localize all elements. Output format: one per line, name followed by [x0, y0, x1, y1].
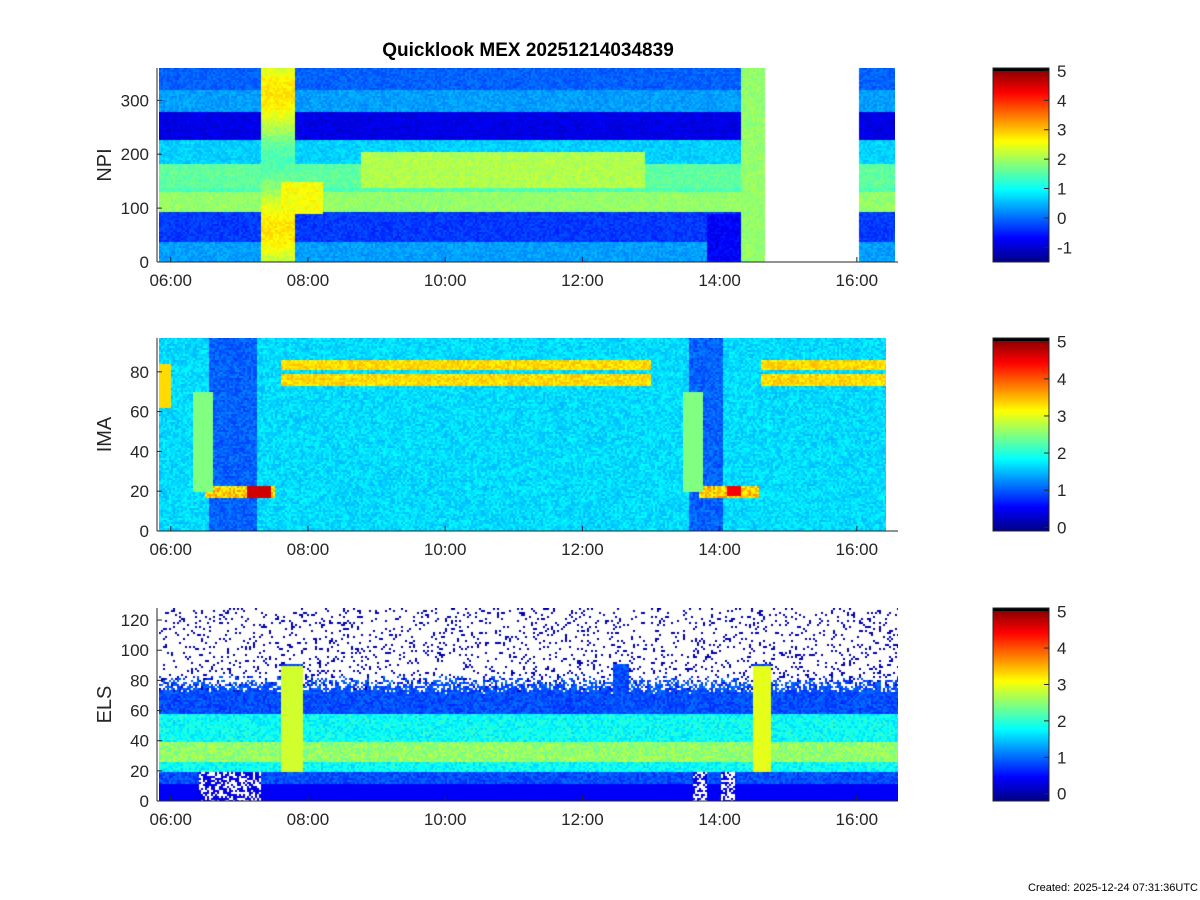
x-tick-label: 06:00	[149, 540, 192, 559]
colorbar-tick-label: 3	[1057, 407, 1066, 426]
colorbar-tick-label: 5	[1057, 603, 1066, 622]
colorbar-npi: -1 0 1 2 3 4 5	[992, 62, 1072, 263]
y-axis-label: ELS	[94, 686, 116, 724]
colorbar-tick-label: 1	[1057, 180, 1066, 199]
y-tick-label: 40	[130, 732, 149, 751]
y-tick-label: 100	[121, 641, 149, 660]
colorbar-frame	[992, 67, 1050, 263]
x-tick-label: 10:00	[424, 810, 467, 829]
colorbar-tick-label: 4	[1057, 639, 1066, 658]
colorbar-top-cap	[993, 338, 1049, 341]
x-tick-label: 08:00	[287, 540, 330, 559]
heatmap-npi	[159, 68, 895, 262]
y-tick-label: 60	[130, 403, 149, 422]
y-tick-label: 120	[121, 611, 149, 630]
x-tick-label: 08:00	[287, 271, 330, 290]
x-tick-label: 14:00	[698, 271, 741, 290]
created-timestamp: Created: 2025-12-24 07:31:36UTC	[1028, 882, 1198, 894]
x-tick-label: 10:00	[424, 271, 467, 290]
colorbar-els: 0 1 2 3 4 5	[992, 603, 1066, 804]
y-tick-label: 100	[121, 199, 149, 218]
colorbar-gradient	[993, 68, 1049, 262]
colorbar-tick-label: 2	[1057, 712, 1066, 731]
colorbar-top-cap	[993, 68, 1049, 71]
x-tick-label: 16:00	[836, 540, 879, 559]
y-tick-label: 0	[140, 522, 149, 541]
x-tick-label: 12:00	[561, 540, 604, 559]
colorbar-top-cap	[993, 608, 1049, 611]
x-tick-label: 16:00	[836, 810, 879, 829]
x-tick-label: 14:00	[698, 810, 741, 829]
colorbar-tick-label: 2	[1057, 444, 1066, 463]
x-tick-label: 12:00	[561, 271, 604, 290]
colorbar-frame	[992, 607, 1050, 802]
colorbar-tick-label: 0	[1057, 209, 1066, 228]
y-tick-label: 20	[130, 762, 149, 781]
x-tick-label: 16:00	[836, 271, 879, 290]
y-tick-label: 40	[130, 442, 149, 461]
colorbar-tick-label: -1	[1057, 238, 1072, 257]
x-tick-label: 10:00	[424, 540, 467, 559]
x-tick-label: 08:00	[287, 810, 330, 829]
x-tick-label: 12:00	[561, 810, 604, 829]
x-tick-label: 14:00	[698, 540, 741, 559]
colorbar-gradient	[993, 608, 1049, 801]
y-tick-label: 60	[130, 702, 149, 721]
colorbar-tick-label: 3	[1057, 121, 1066, 140]
colorbar-tick-label: 4	[1057, 370, 1066, 389]
colorbar-tick-label: 4	[1057, 91, 1066, 110]
panel-els: 06:00 08:00 10:00 12:00 14:00 16:00 0 20 40 60 80 1…	[94, 608, 898, 829]
x-tick-label: 06:00	[149, 271, 192, 290]
colorbar-tick-label: 1	[1057, 481, 1066, 500]
heatmap-ima	[159, 338, 886, 531]
y-tick-label: 200	[121, 145, 149, 164]
colorbar-tick-label: 0	[1057, 785, 1066, 804]
y-axis-label: IMA	[94, 416, 116, 452]
colorbar-tick-label: 3	[1057, 675, 1066, 694]
y-tick-label: 20	[130, 482, 149, 501]
y-tick-label: 0	[140, 792, 149, 811]
colorbar-ima: 0 1 2 3 4 5	[992, 333, 1066, 537]
heatmap-els	[159, 608, 898, 801]
y-tick-label: 0	[140, 253, 149, 272]
y-tick-label: 80	[130, 363, 149, 382]
panel-npi: 06:00 08:00 10:00 12:00 14:00 16:00 0 100 200 300…	[94, 68, 898, 290]
colorbar-tick-label: 5	[1057, 333, 1066, 352]
colorbar-tick-label: 1	[1057, 748, 1066, 767]
figure-title: Quicklook MEX 20251214034839	[382, 40, 674, 61]
colorbar-tick-label: 5	[1057, 62, 1066, 81]
x-tick-label: 06:00	[149, 810, 192, 829]
y-axis-label: NPI	[94, 148, 116, 181]
colorbar-tick-label: 2	[1057, 150, 1066, 169]
panel-ima: 06:00 08:00 10:00 12:00 14:00 16:00 0 20 40 60 80 I…	[94, 338, 898, 559]
y-tick-label: 80	[130, 671, 149, 690]
y-tick-label: 300	[121, 91, 149, 110]
colorbar-tick-label: 0	[1057, 518, 1066, 537]
colorbar-frame	[992, 337, 1050, 532]
colorbar-gradient	[993, 338, 1049, 531]
